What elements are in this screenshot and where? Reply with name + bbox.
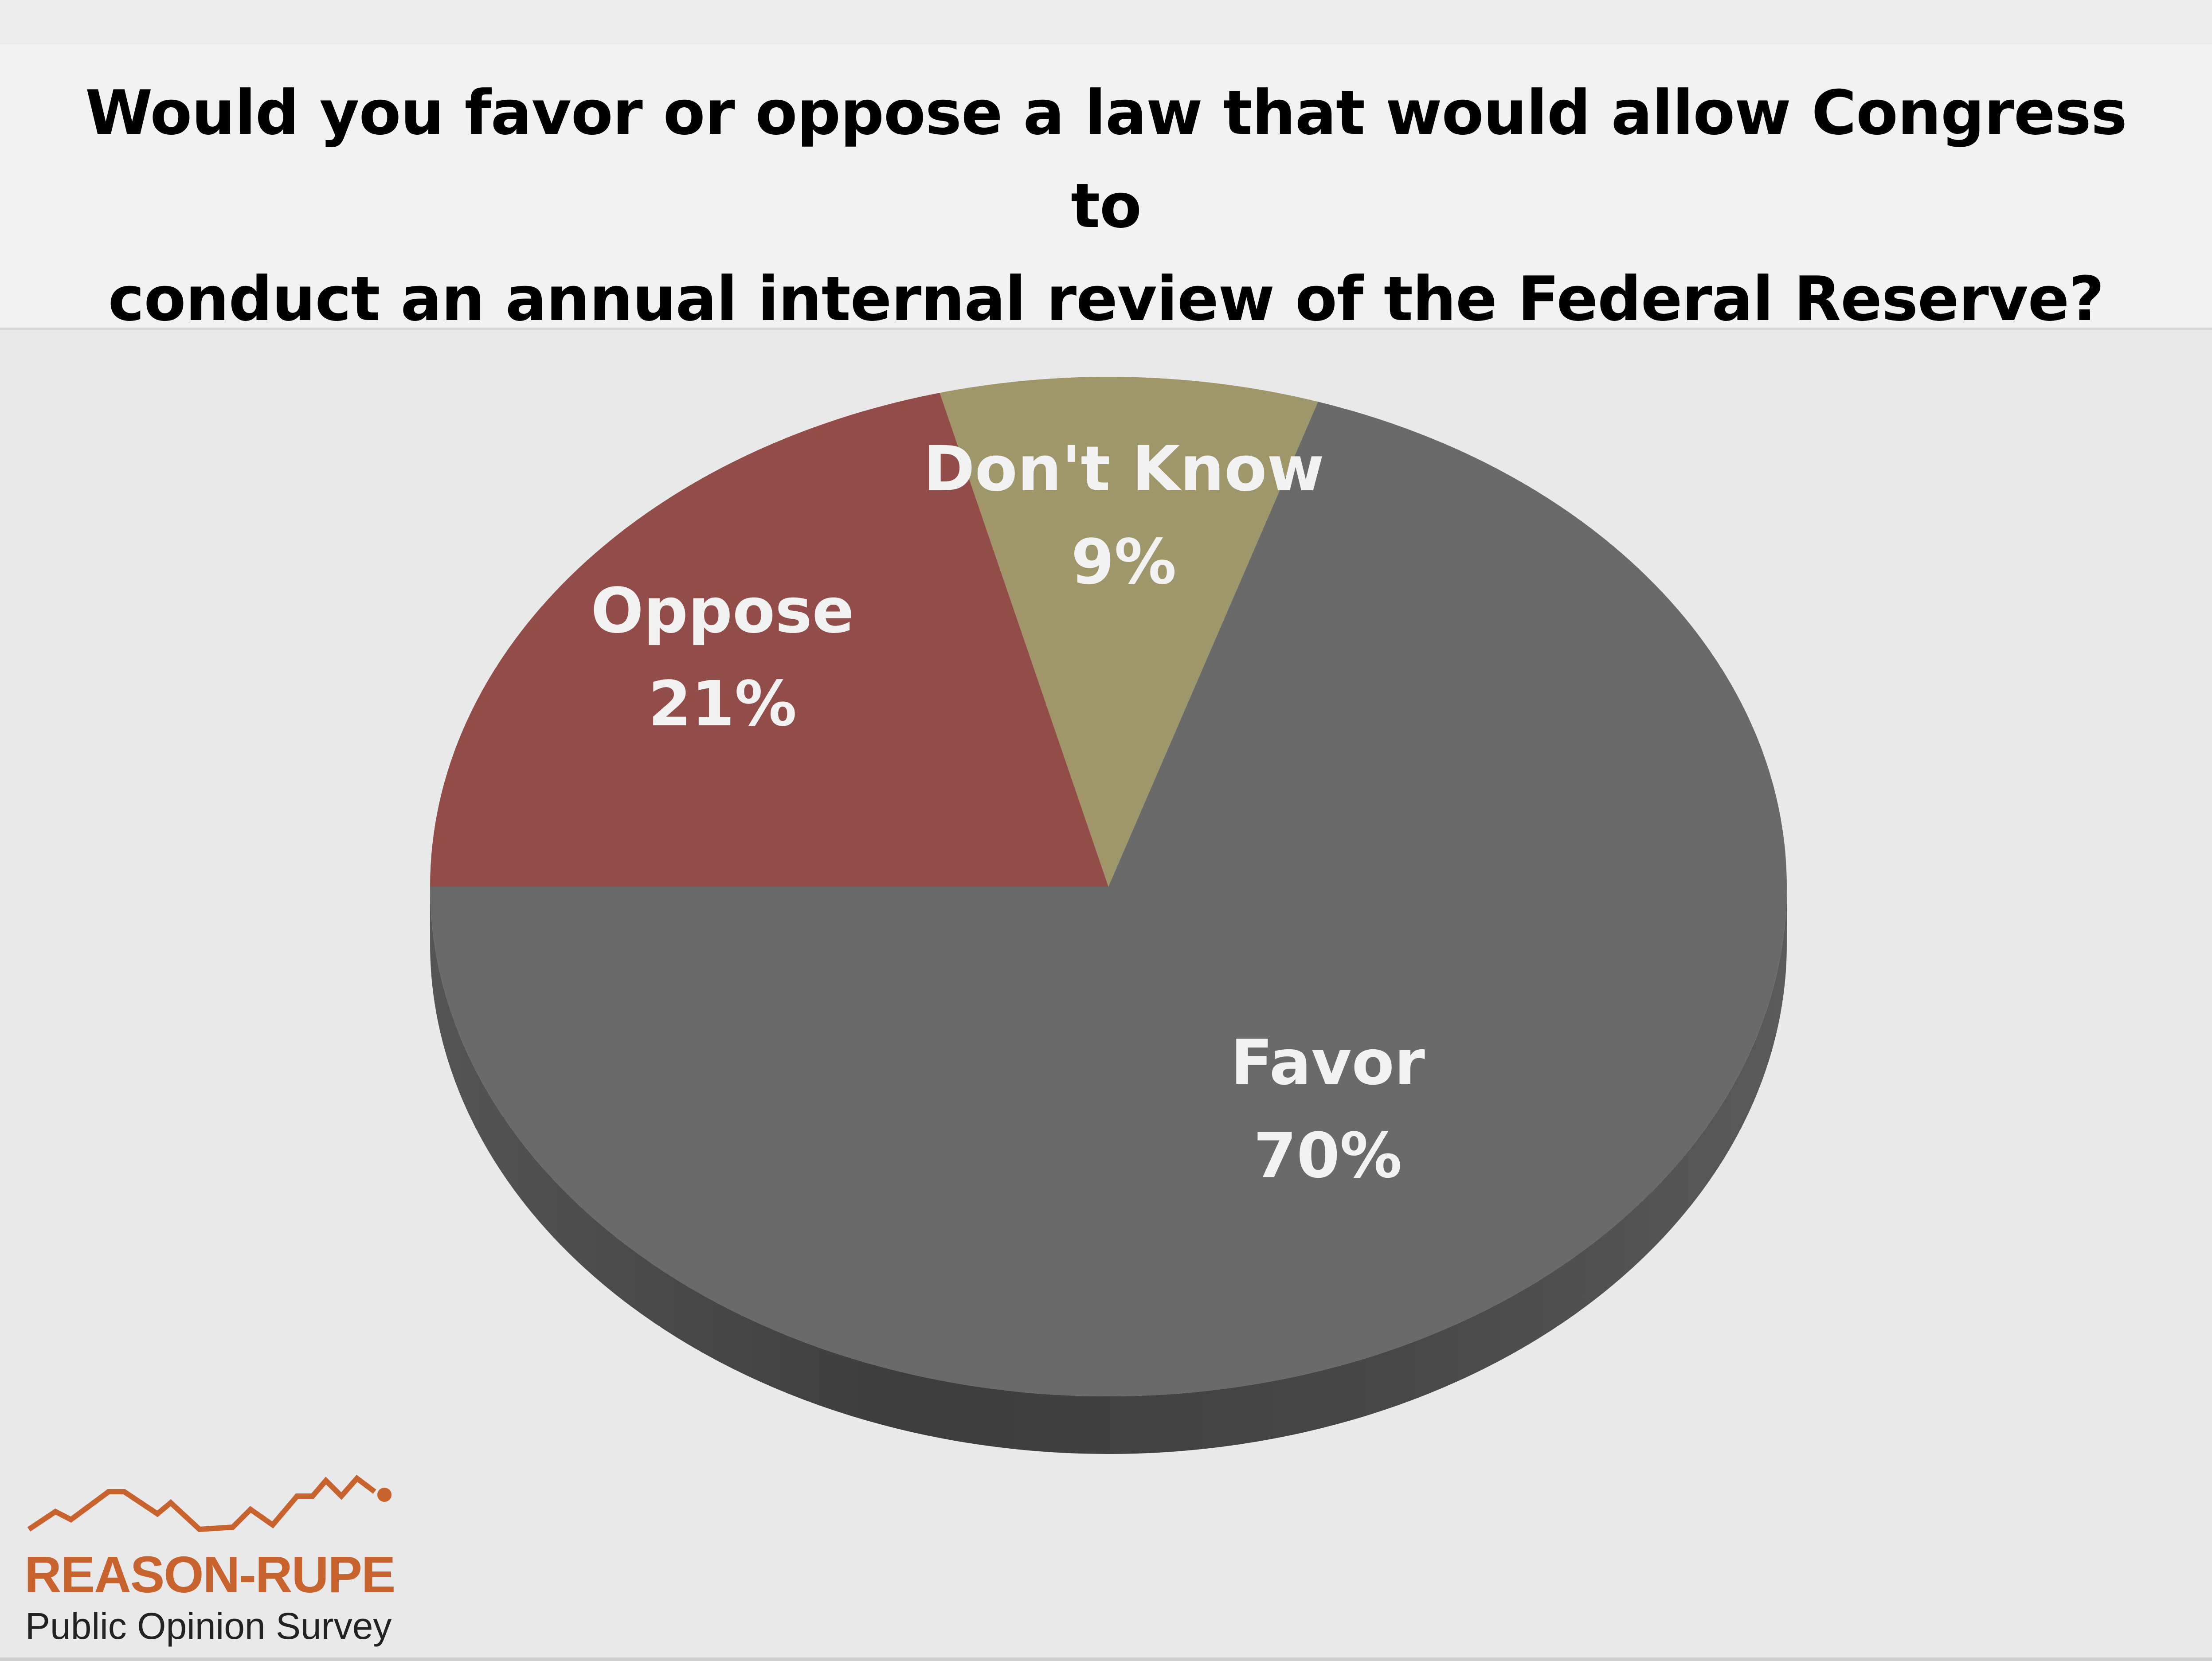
pie-slice-favor bbox=[430, 402, 1787, 1396]
logo-subtitle: Public Opinion Survey bbox=[25, 1605, 392, 1647]
slice-value-oppose: 21% bbox=[648, 668, 797, 740]
title-band: Would you favor or oppose a law that wou… bbox=[0, 0, 2212, 335]
pie-slice-don-t-know bbox=[940, 377, 1318, 887]
pie-slice-oppose bbox=[430, 393, 1108, 887]
slice-value-don-t-know: 9% bbox=[1071, 526, 1177, 598]
bottom-border bbox=[0, 1657, 2212, 1661]
logo-brand: REASON-RUPE bbox=[24, 1546, 395, 1603]
slice-label-don-t-know: Don't Know bbox=[923, 433, 1324, 505]
slice-value-favor: 70% bbox=[1253, 1120, 1402, 1192]
chart-title: Would you favor or oppose a law that wou… bbox=[85, 77, 2127, 335]
slice-label-oppose: Oppose bbox=[591, 575, 854, 647]
pie-slices bbox=[430, 377, 1787, 1396]
pie-labels: Oppose 21% Don't Know 9% Favor 70% bbox=[591, 433, 1425, 1192]
slice-label-favor: Favor bbox=[1230, 1027, 1425, 1099]
logo-trend-line-icon bbox=[27, 1474, 392, 1532]
reason-rupe-logo: REASON-RUPE Public Opinion Survey bbox=[24, 1458, 423, 1647]
